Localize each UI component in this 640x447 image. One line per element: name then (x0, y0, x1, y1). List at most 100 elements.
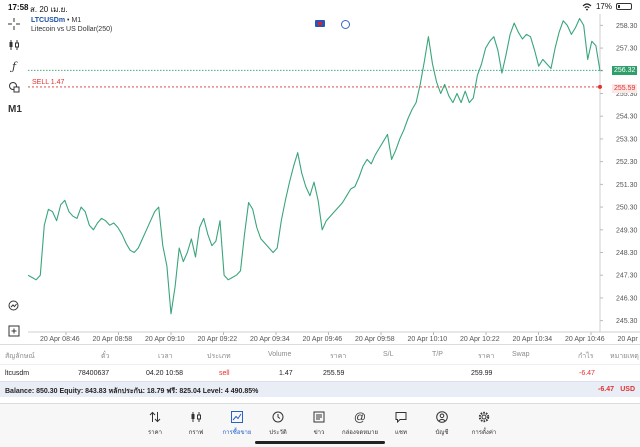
col-profit: กำไร (578, 353, 594, 360)
status-date: ส. 20 เม.ย. (30, 5, 68, 14)
balance-bar: Balance: 850.30 Equity: 843.83 หลักประกั… (0, 381, 640, 397)
nav-label: ประวัติ (269, 430, 287, 436)
nav-label: แชท (395, 430, 407, 436)
nav-account[interactable]: บัญชี (422, 410, 462, 437)
timeframe-button[interactable]: M1 (8, 103, 22, 115)
y-tick-label: 258.30 (616, 23, 638, 30)
col-current-price: ราคา (478, 353, 495, 360)
current-price-tag: 256.32 (612, 65, 638, 75)
home-indicator (255, 441, 385, 444)
balance-profit: -6.47 (598, 386, 614, 393)
nav-trade[interactable]: การซื้อขาย (217, 410, 257, 437)
col-tp: T/P (432, 351, 443, 358)
crosshair-icon[interactable] (7, 17, 21, 31)
nav-history[interactable]: ประวัติ (258, 410, 298, 437)
x-tick-label: 20 Apr 10:22 (460, 336, 500, 343)
trend-icon (217, 410, 257, 424)
nav-chart[interactable]: กราฟ (176, 410, 216, 437)
nav-label: ราคา (148, 430, 162, 436)
chart-type-candles-icon[interactable] (7, 38, 21, 52)
x-tick-label: 20 Apr 08:58 (93, 336, 133, 343)
zoom-icon[interactable] (7, 299, 21, 313)
chart-toolbar: ƒ M1 (0, 14, 28, 344)
y-tick-label: 248.30 (616, 250, 638, 257)
table-row[interactable]: ltcusdm 78400637 04.20 10:58 sell 1.47 2… (0, 364, 640, 381)
nav-news[interactable]: ข่าว (299, 410, 339, 437)
chart-timeframe: M1 (71, 17, 82, 24)
x-tick-label: 20 Apr 09:34 (250, 336, 290, 343)
user-icon (422, 410, 462, 424)
col-volume: Volume (268, 351, 292, 358)
nav-label: ข่าว (313, 430, 325, 436)
price-chart[interactable]: 258.30257.30256.30255.30254.30253.30252.… (28, 14, 640, 344)
row-volume: 1.47 (279, 370, 293, 377)
history-icon (258, 410, 298, 424)
sell-order-marker (598, 84, 602, 89)
y-tick-label: 249.30 (616, 227, 638, 234)
sell-order-label[interactable]: SELL 1.47 (32, 78, 65, 86)
nav-label: การซื้อขาย (222, 430, 252, 436)
y-tick-label: 252.30 (616, 159, 638, 166)
row-type: sell (219, 370, 230, 377)
indicators-icon[interactable]: ƒ (11, 59, 17, 73)
y-tick-label: 257.30 (616, 46, 638, 53)
nav-label: บัญชี (435, 430, 449, 436)
x-tick-label: 20 Apr 08:46 (40, 336, 80, 343)
row-time: 04.20 10:58 (146, 370, 183, 377)
y-tick-label: 251.30 (616, 182, 638, 189)
y-tick-label: 254.30 (616, 114, 638, 121)
balance-summary: Balance: 850.30 Equity: 843.83 หลักประกั… (5, 388, 259, 395)
x-tick-label: 20 Apr 10:58 (618, 336, 640, 343)
objects-icon[interactable] (7, 80, 21, 94)
y-tick-label: 245.30 (616, 318, 638, 325)
chart-symbol: LTCUSDm (31, 17, 66, 24)
nav-chat[interactable]: แชท (381, 410, 421, 437)
x-tick-label: 20 Apr 10:34 (513, 336, 553, 343)
status-bar: 17:58 ส. 20 เม.ย. 17% (0, 0, 640, 14)
col-price: ราคา (330, 353, 347, 360)
chat-icon (381, 410, 421, 424)
nav-settings[interactable]: การตั้งค่า (464, 410, 504, 437)
y-tick-label: 250.30 (616, 205, 638, 212)
col-ticket: ตั๋ว (101, 353, 110, 360)
battery-percent: 17% (595, 2, 612, 11)
col-type: ประเภท (207, 353, 231, 360)
x-tick-label: 20 Apr 09:58 (355, 336, 395, 343)
positions-table: สัญลักษณ์ ตั๋ว เวลา ประเภท Volume ราคา S… (0, 344, 640, 397)
x-tick-label: 20 Apr 09:22 (198, 336, 238, 343)
x-tick-label: 20 Apr 10:10 (408, 336, 448, 343)
col-symbol: สัญลักษณ์ (5, 353, 35, 360)
chart-description: Litecoin vs US Dollar(250) (31, 26, 113, 33)
chart-canvas[interactable]: 258.30257.30256.30255.30254.30253.30252.… (28, 14, 640, 344)
nav-label: การตั้งค่า (471, 430, 497, 436)
news-icon (299, 410, 339, 424)
gear-icon (464, 410, 504, 424)
col-time: เวลา (158, 353, 173, 360)
wifi-icon (582, 2, 592, 10)
status-right: 17% (582, 2, 632, 11)
nav-label: กราฟ (188, 430, 204, 436)
arrows-updown-icon (135, 410, 175, 424)
row-ticket: 78400637 (78, 370, 110, 377)
litecoin-icon (341, 20, 350, 29)
nav-mailbox[interactable]: @ กล่องจดหมาย (340, 410, 380, 437)
x-tick-label: 20 Apr 10:46 (565, 336, 605, 343)
chart-header-icons (315, 20, 350, 29)
at-icon: @ (353, 410, 367, 424)
x-tick-label: 20 Apr 09:10 (145, 336, 185, 343)
battery-icon (616, 3, 632, 10)
y-tick-label: 246.30 (616, 295, 638, 302)
nav-label: กล่องจดหมาย (341, 430, 379, 436)
status-time: 17:58 (8, 3, 29, 12)
y-tick-label: 247.30 (616, 273, 638, 280)
bottom-nav: ราคา กราฟ การซื้อขาย ประวัติ ข่าว @ กล่อ… (0, 403, 640, 447)
row-price: 255.59 (323, 370, 345, 377)
nav-quotes[interactable]: ราคา (135, 410, 175, 437)
x-tick-label: 20 Apr 09:46 (303, 336, 343, 343)
chart-header: LTCUSDm • M1 Litecoin vs US Dollar(250) (31, 17, 113, 33)
y-tick-label: 255.30 (616, 91, 638, 98)
add-chart-icon[interactable] (7, 324, 21, 338)
col-sl: S/L (383, 351, 394, 358)
table-header: สัญลักษณ์ ตั๋ว เวลา ประเภท Volume ราคา S… (0, 344, 640, 364)
price-series-line (28, 17, 601, 315)
